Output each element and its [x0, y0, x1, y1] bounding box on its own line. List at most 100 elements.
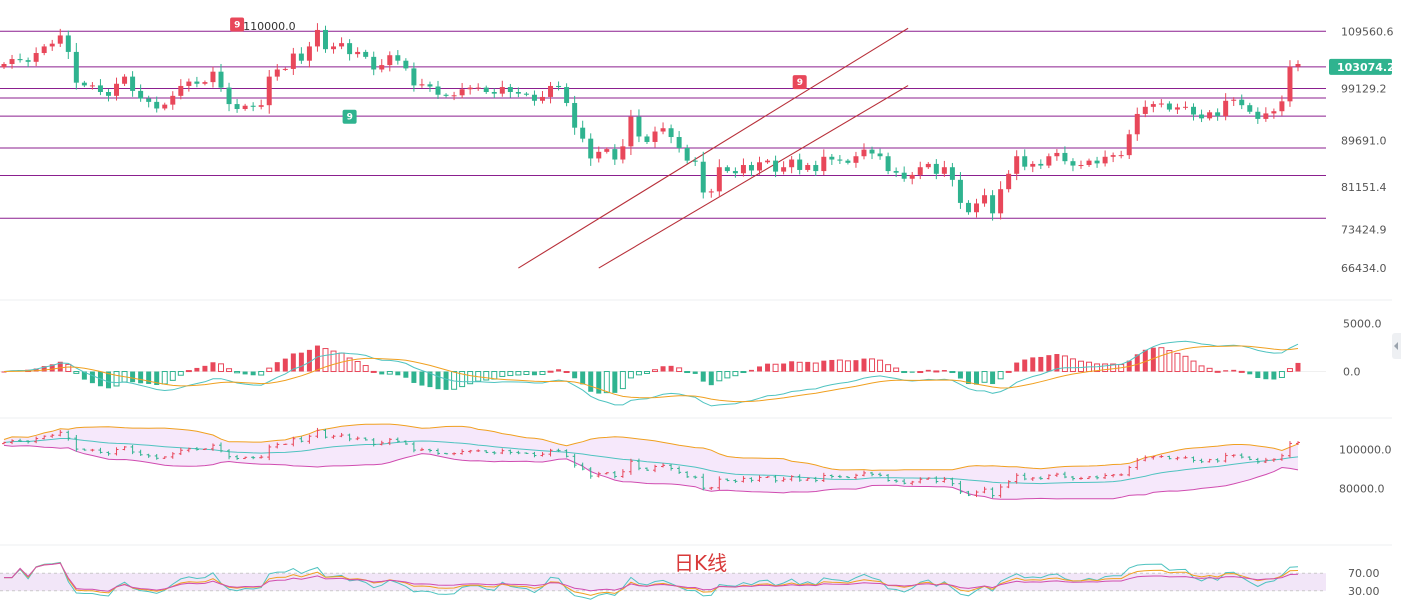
- macd-histogram-bar: [805, 361, 811, 372]
- candle-body: [1239, 99, 1245, 106]
- macd-histogram-bar: [298, 352, 304, 372]
- candle-body: [97, 85, 103, 92]
- macd-histogram-bar: [499, 371, 506, 377]
- candle-body: [636, 116, 642, 137]
- macd-histogram-bar: [1061, 355, 1068, 373]
- macd-histogram-bar: [1166, 350, 1173, 373]
- macd-histogram-bar: [925, 369, 931, 372]
- macd-histogram-bar: [1286, 368, 1293, 373]
- candle-body: [1, 64, 7, 68]
- price-axis-tick: 89691.0: [1341, 134, 1387, 147]
- candle-body: [210, 71, 216, 83]
- candle-body: [298, 53, 304, 61]
- side-panel-toggle[interactable]: [1392, 333, 1401, 359]
- macd-histogram-bar: [627, 371, 634, 379]
- macd-histogram-bar: [990, 371, 996, 385]
- candle-body: [411, 68, 417, 86]
- macd-histogram-bar: [812, 362, 819, 373]
- macd-histogram-bar: [330, 350, 337, 373]
- macd-histogram-bar: [1223, 370, 1229, 372]
- candle-body: [451, 95, 457, 97]
- macd-histogram-bar: [1150, 347, 1156, 372]
- macd-histogram-bar: [282, 358, 288, 372]
- candle-body: [1102, 156, 1108, 164]
- macd-dea-line: [3, 345, 1299, 403]
- candle-body: [837, 159, 843, 161]
- candle-body: [564, 87, 570, 103]
- macd-histogram-bar: [1054, 354, 1060, 372]
- macd-histogram-bar: [917, 371, 924, 374]
- macd-histogram-bar: [379, 371, 385, 375]
- boll-axis-tick: 100000.0: [1339, 443, 1392, 456]
- macd-histogram-bar: [877, 359, 884, 373]
- candle-body: [1166, 103, 1172, 110]
- macd-histogram-bar: [789, 361, 795, 372]
- macd-histogram-bar: [708, 371, 714, 386]
- candle-body: [732, 171, 738, 174]
- macd-histogram-bar: [757, 366, 762, 372]
- candle-body: [998, 189, 1004, 214]
- candle-body: [347, 43, 353, 55]
- macd-histogram-bar: [33, 368, 39, 372]
- macd-histogram-bar: [844, 360, 851, 373]
- macd-histogram-bar: [1046, 355, 1052, 372]
- macd-histogram-bar: [41, 366, 47, 372]
- candle-body: [9, 59, 15, 64]
- macd-histogram-bar: [572, 371, 578, 379]
- candle-body: [1247, 105, 1253, 112]
- candle-body: [1110, 155, 1116, 157]
- candle-body: [1046, 156, 1052, 166]
- macd-histogram-bar: [1263, 371, 1269, 380]
- candle-body: [1022, 156, 1028, 167]
- candle-body: [178, 85, 184, 96]
- macd-histogram-bar: [619, 371, 626, 390]
- macd-histogram-bar: [419, 371, 425, 386]
- candle-body: [1142, 106, 1148, 114]
- candle-body: [684, 148, 690, 161]
- candle-body: [1158, 103, 1164, 105]
- macd-histogram-bar: [266, 367, 273, 373]
- candle-body: [1094, 160, 1100, 164]
- candle-body: [483, 87, 489, 92]
- candle-body: [523, 93, 529, 95]
- macd-histogram-bar: [138, 371, 144, 384]
- macd-histogram-bar: [853, 360, 859, 372]
- candle-body: [507, 87, 513, 92]
- macd-histogram-bar: [113, 371, 120, 387]
- candle-body: [105, 92, 111, 96]
- candle-body: [122, 76, 128, 84]
- candle-body: [1223, 100, 1229, 117]
- macd-axis-tick: 0.0: [1343, 366, 1361, 379]
- macd-histogram-bar: [965, 371, 971, 385]
- macd-histogram-bar: [362, 365, 369, 373]
- candle-body: [1086, 160, 1092, 166]
- macd-histogram-bar: [732, 371, 739, 377]
- macd-histogram-bar: [1174, 352, 1181, 373]
- rsi-axis-tick: 30.00: [1348, 585, 1380, 598]
- macd-histogram-bar: [467, 371, 474, 385]
- candle-body: [1054, 152, 1060, 157]
- macd-histogram-bar: [483, 371, 490, 381]
- macd-histogram-bar: [909, 371, 915, 373]
- macd-dif-line: [3, 340, 1299, 407]
- candle-body: [628, 116, 634, 147]
- candle-body: [25, 60, 31, 62]
- macd-histogram-bar: [603, 371, 610, 394]
- macd-histogram-bar: [1206, 367, 1213, 373]
- candle-body: [660, 128, 666, 132]
- macd-histogram-bar: [130, 371, 136, 383]
- candle-body: [1191, 106, 1197, 115]
- candle-body: [668, 128, 674, 138]
- candle-body: [322, 29, 328, 50]
- candle-body: [724, 167, 730, 172]
- macd-histogram-bar: [652, 369, 659, 373]
- candle-body: [604, 149, 610, 152]
- candle-body: [194, 81, 200, 84]
- macd-histogram-bar: [1022, 359, 1028, 372]
- boll-axis-tick: 80000.0: [1339, 483, 1385, 496]
- candle-body: [491, 92, 497, 94]
- candle-body: [1134, 113, 1140, 135]
- candle-body: [130, 76, 136, 91]
- candle-body: [33, 53, 39, 62]
- candle-body: [773, 160, 779, 172]
